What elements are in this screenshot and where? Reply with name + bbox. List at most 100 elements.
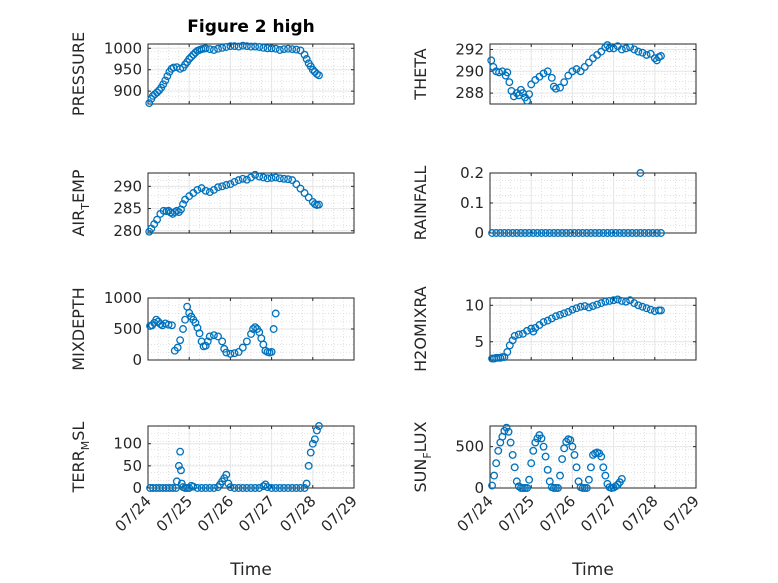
data-point: [494, 446, 503, 455]
data-point: [593, 300, 602, 309]
data-point: [514, 330, 523, 339]
data-point: [302, 55, 311, 63]
x-tick-label: 07/28: [276, 492, 319, 535]
y-tick-label: 100: [113, 435, 142, 453]
data-point: [657, 306, 665, 315]
x-tick-label: 07/25: [495, 492, 538, 535]
y-axis-label: TERRMSL: [69, 422, 92, 494]
data-point: [525, 90, 534, 99]
data-point: [512, 477, 521, 486]
data-point: [609, 44, 618, 53]
data-point: [161, 76, 170, 85]
x-tick-label: 07/24: [454, 492, 497, 535]
data-point: [296, 184, 305, 193]
axes-box: [489, 297, 697, 361]
data-point: [648, 229, 657, 237]
y-tick-label: 0.2: [460, 164, 484, 182]
data-point: [640, 229, 649, 237]
data-point: [568, 442, 577, 451]
data-point: [537, 229, 546, 237]
data-point: [259, 482, 268, 491]
data-point: [222, 470, 231, 479]
y-axis-label: AIRTEMP: [69, 169, 92, 236]
x-tick-label: 07/29: [660, 492, 703, 535]
data-point: [638, 48, 647, 57]
data-point: [505, 78, 514, 87]
data-point: [531, 438, 540, 447]
data-point: [267, 44, 276, 53]
y-axis-label-main: PRESSURE: [69, 32, 88, 116]
data-point: [558, 455, 567, 464]
y-axis-label-main: MIXDEPTH: [69, 287, 88, 370]
data-point: [504, 229, 513, 237]
data-point: [523, 484, 532, 492]
data-point: [263, 483, 272, 492]
data-point: [152, 315, 161, 324]
data-point: [599, 463, 608, 472]
data-point: [214, 332, 222, 341]
data-point: [556, 471, 564, 480]
data-point: [185, 484, 194, 492]
data-point: [624, 229, 632, 237]
data-point: [280, 484, 288, 492]
data-point: [195, 329, 204, 338]
x-tick-label: 07/26: [536, 492, 579, 535]
data-point: [292, 180, 301, 189]
data-point: [218, 43, 227, 52]
data-point: [238, 484, 247, 492]
subplot-mixdepth: 0 500 1000 MIXDEPTH: [69, 287, 355, 371]
data-point: [574, 229, 583, 237]
y-axis-label: SUNFLUX: [411, 421, 434, 492]
y-tick-label: 500: [455, 438, 484, 456]
data-point: [222, 181, 231, 189]
y-tick-label: 10: [465, 296, 484, 314]
data-point: [591, 229, 600, 237]
data-point: [626, 43, 635, 52]
data-point: [500, 229, 509, 237]
data-point: [560, 78, 569, 87]
data-point: [597, 299, 606, 308]
data-point: [556, 83, 564, 92]
data-point: [203, 337, 212, 346]
data-point: [222, 348, 231, 357]
data-point: [145, 99, 154, 108]
data-point: [304, 193, 313, 202]
data-point: [218, 337, 227, 346]
y-tick-label: 290: [455, 62, 484, 80]
x-tick-label: 07/29: [318, 492, 361, 535]
data-point: [533, 229, 542, 237]
data-point: [634, 301, 643, 310]
data-point: [251, 42, 260, 51]
data-point: [201, 44, 210, 53]
data-point: [554, 484, 562, 492]
data-point: [191, 48, 200, 57]
data-point: [201, 341, 210, 350]
data-point: [300, 50, 309, 59]
data-point: [296, 46, 305, 55]
data-point: [562, 229, 571, 237]
x-tick-label: 07/25: [153, 492, 196, 535]
data-point: [193, 185, 202, 194]
data-point: [209, 331, 218, 340]
data-point: [492, 459, 501, 468]
data-point: [242, 337, 251, 346]
x-tick-label: 07/24: [112, 492, 155, 535]
data-point: [556, 310, 564, 319]
data-point: [539, 442, 548, 451]
subplot-h2omixra: 5 10 H2OMIXRA: [411, 286, 697, 372]
data-point: [205, 484, 214, 492]
y-tick-label: 0: [132, 351, 142, 369]
data-point: [288, 176, 297, 185]
data-point: [502, 423, 511, 432]
data-point: [315, 422, 323, 430]
y-tick-label: 0: [132, 479, 142, 497]
y-axis-label-tail: EMP: [69, 169, 88, 203]
y-axis-label: MIXDEPTH: [69, 287, 88, 370]
data-point: [153, 215, 162, 224]
data-point: [634, 47, 643, 56]
data-point: [568, 305, 577, 314]
data-point: [642, 50, 651, 59]
data-point: [302, 479, 311, 488]
data-point: [644, 229, 653, 237]
data-point: [288, 45, 297, 54]
